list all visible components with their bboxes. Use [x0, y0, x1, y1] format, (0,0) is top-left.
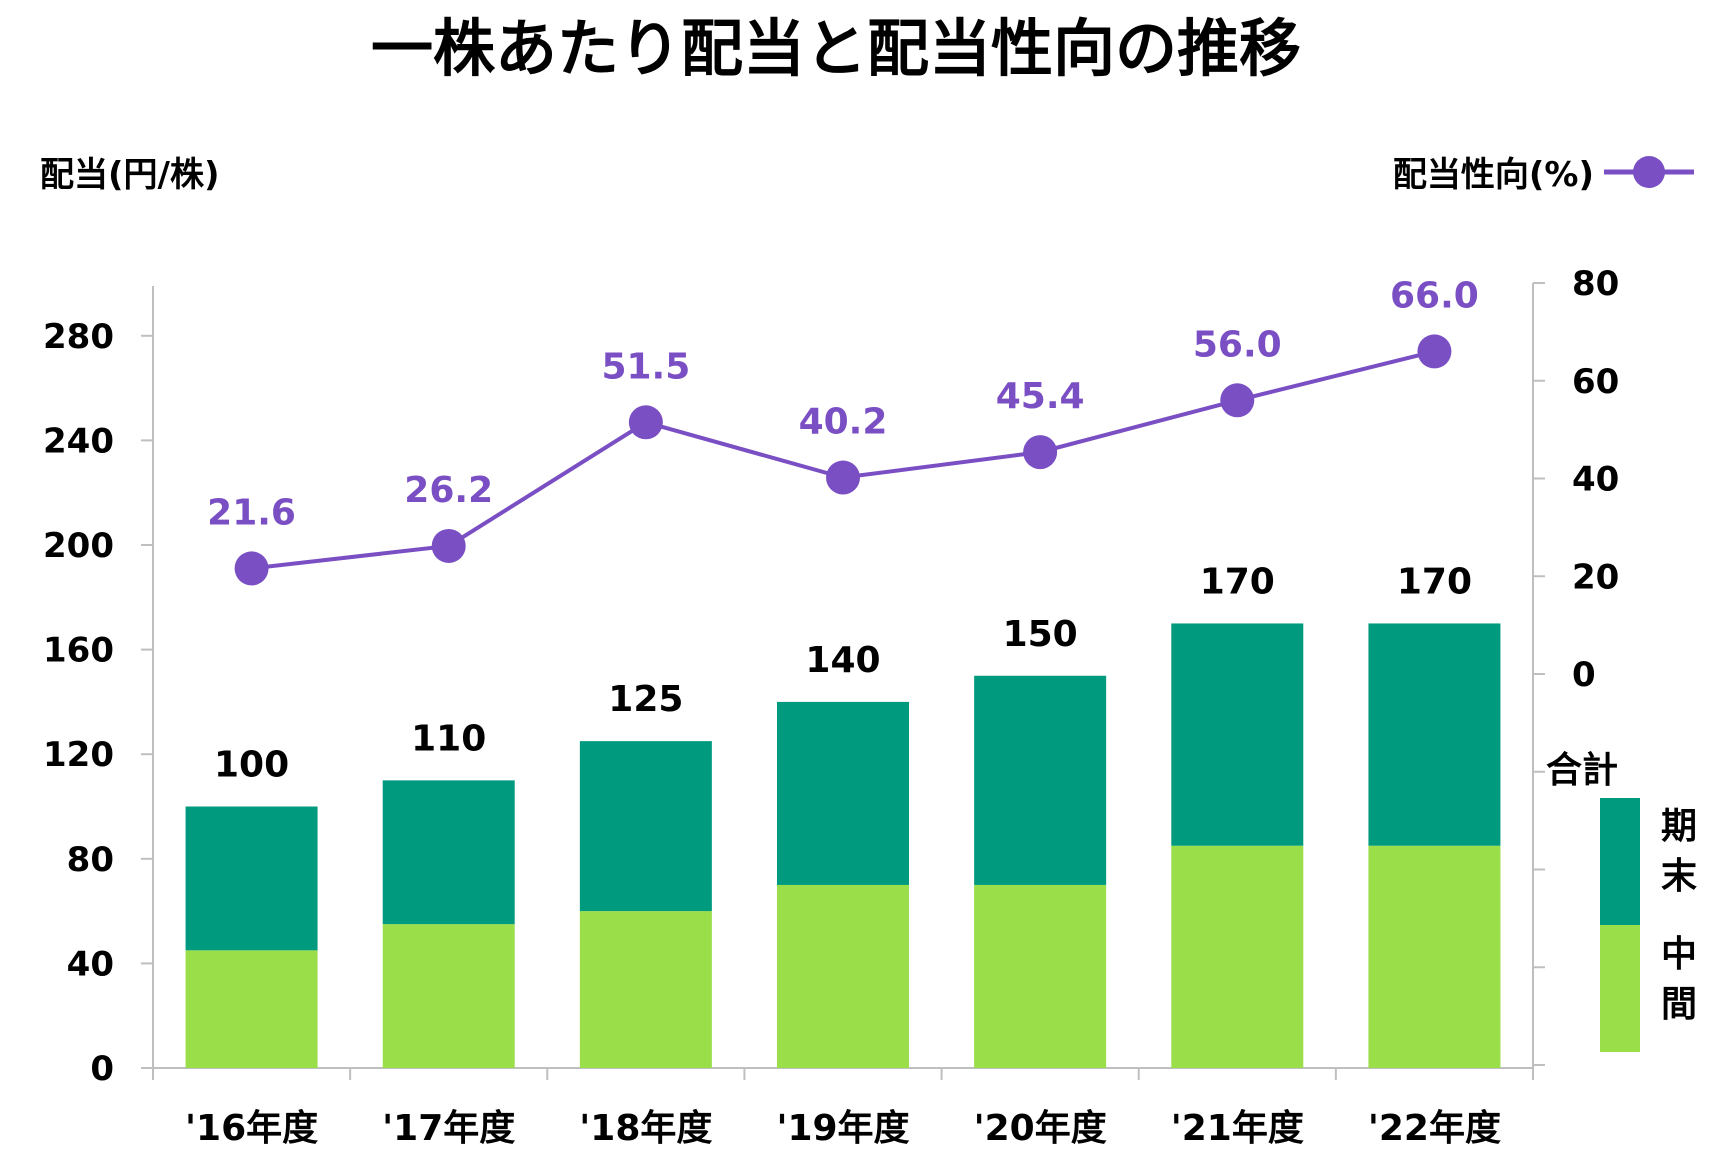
left-tick-label: 160	[43, 631, 114, 671]
bar-interim	[579, 911, 712, 1068]
x-tick-label: '21年度	[1171, 1108, 1304, 1149]
bar-interim	[382, 924, 515, 1068]
payout-ratio-line	[251, 349, 1435, 571]
plot-area: 0 40 80 120 160 200 240 280 0 20 40 60 80 '16年度 '17年度 '…	[43, 264, 1697, 1149]
right-tick-label: 40	[1572, 460, 1619, 500]
payout-ratio-label: 66.0	[1390, 275, 1479, 316]
right-axis-title: 配当性向(%)	[1393, 155, 1594, 195]
right-axis-legend-marker	[1604, 156, 1694, 188]
x-tick-label: '20年度	[974, 1108, 1107, 1149]
left-tick-label: 0	[90, 1049, 114, 1089]
bar-year-end	[185, 806, 318, 951]
right-tick-label: 20	[1572, 557, 1619, 597]
bar-interim	[1171, 845, 1304, 1068]
x-tick-label: '22年度	[1368, 1108, 1501, 1149]
bar-interim	[777, 884, 909, 1068]
bar-total-label: 170	[1200, 561, 1275, 602]
bar-total-label: 110	[411, 718, 486, 759]
legend-total-label: 合計	[1546, 750, 1618, 791]
left-tick-label: 40	[67, 944, 114, 984]
legend-year-end-char: 期	[1661, 806, 1697, 847]
bar-year-end	[777, 701, 909, 885]
payout-ratio-label: 56.0	[1193, 324, 1282, 365]
x-tick-label: '18年度	[579, 1108, 712, 1149]
right-tick-label: 60	[1572, 362, 1619, 402]
bar-year-end	[1171, 623, 1304, 846]
payout-ratio-label: 51.5	[601, 346, 690, 387]
x-tick-label: '19年度	[776, 1108, 909, 1149]
left-tick-label: 280	[43, 317, 114, 357]
payout-ratio-point	[1023, 435, 1058, 470]
payout-ratio-label: 40.2	[799, 402, 888, 443]
payout-ratio-label: 26.2	[404, 470, 493, 511]
right-tick-label: 80	[1572, 264, 1619, 304]
bar-total-label: 170	[1397, 561, 1472, 602]
left-tick-label: 120	[43, 735, 114, 775]
bar-total-label: 100	[214, 745, 289, 786]
legend-interim-char: 間	[1661, 984, 1697, 1025]
right-tick-label: 0	[1572, 655, 1596, 695]
bar-total-label: 140	[805, 640, 880, 681]
bar-interim	[185, 950, 318, 1068]
left-tick-label: 80	[67, 840, 114, 880]
chart-title: 一株あたり配当と配当性向の推移	[371, 12, 1301, 85]
payout-ratio-point	[628, 405, 663, 440]
payout-ratio-point	[234, 551, 269, 586]
payout-ratio-point	[1220, 383, 1255, 418]
bar-year-end	[974, 675, 1107, 885]
x-tick-label: '17年度	[382, 1108, 515, 1149]
left-tick-label: 200	[43, 526, 114, 566]
payout-ratio-point	[431, 528, 466, 563]
payout-ratio-point	[826, 460, 860, 495]
legend-year-end-char: 末	[1661, 856, 1697, 897]
bar-total-label: 125	[608, 679, 683, 720]
bar-total-label: 150	[1003, 614, 1078, 655]
payout-ratio-label: 21.6	[207, 492, 296, 533]
bar-year-end	[382, 780, 515, 925]
bar-interim	[974, 884, 1107, 1068]
payout-ratio-point	[1417, 334, 1452, 369]
payout-ratio-label: 45.4	[996, 376, 1085, 417]
left-axis-title: 配当(円/株)	[40, 155, 220, 195]
legend-interim-swatch	[1600, 925, 1640, 1052]
left-tick-label: 240	[43, 421, 114, 461]
x-tick-label: '16年度	[185, 1108, 318, 1149]
legend-interim-char: 中	[1661, 934, 1697, 975]
bar-year-end	[579, 741, 712, 912]
legend-year-end-swatch	[1600, 798, 1640, 925]
bar-year-end	[1368, 623, 1501, 846]
bar-interim	[1368, 845, 1501, 1068]
